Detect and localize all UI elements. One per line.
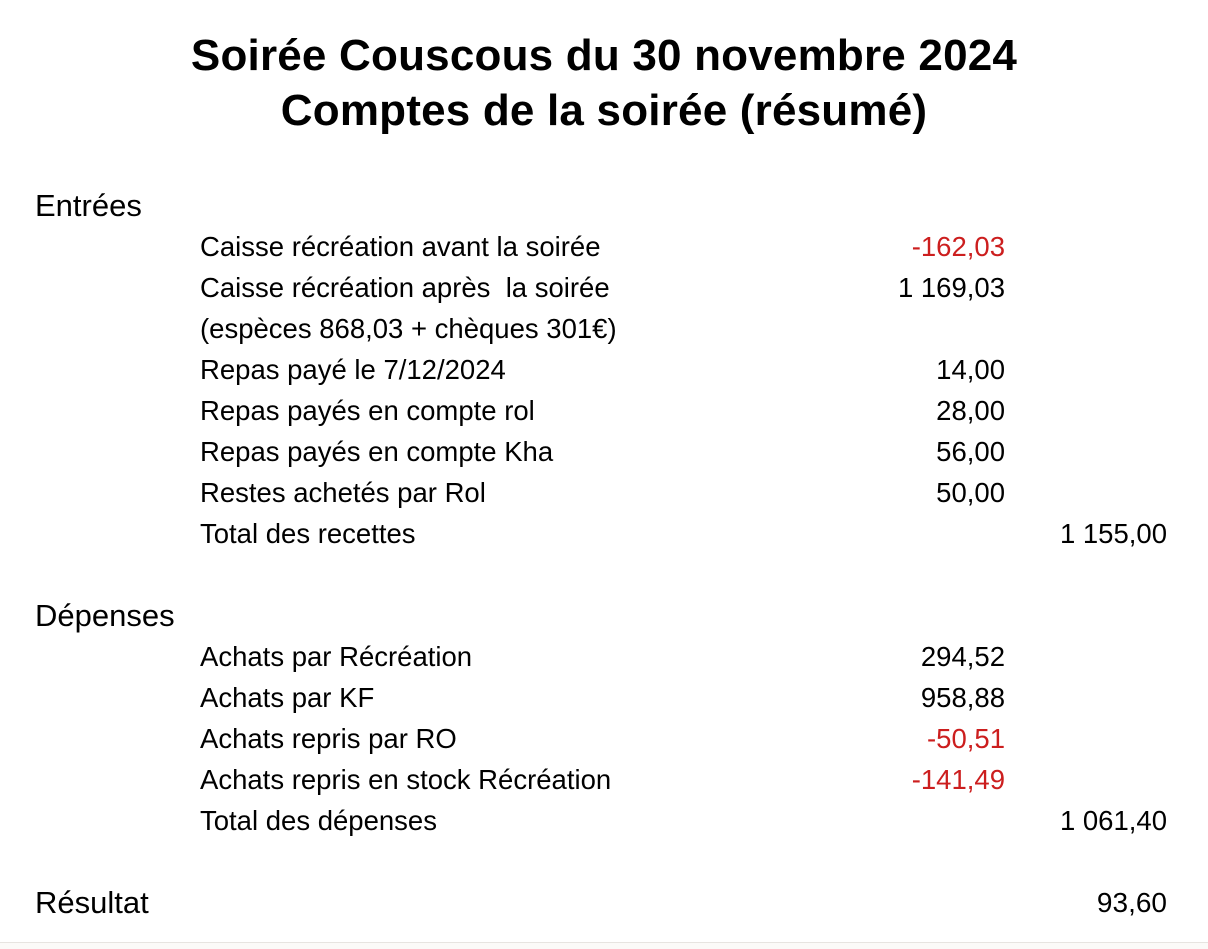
row-label: Achats repris par RO — [200, 723, 457, 754]
row-value: -162,03 — [911, 231, 1005, 262]
row-value: 294,52 — [920, 641, 1005, 672]
table-row: Restes achetés par Rol 50,00 — [0, 472, 1208, 513]
result-label: Résultat — [35, 885, 149, 920]
row-value: 958,88 — [920, 682, 1005, 713]
row-total-value: 1 061,40 — [1059, 805, 1167, 836]
row-label: Achats repris en stock Récréation — [200, 764, 612, 795]
spacer-row — [0, 554, 1208, 595]
row-value: 50,00 — [936, 477, 1005, 508]
table-row: Achats repris par RO -50,51 — [0, 718, 1208, 759]
table-row: Achats par KF 958,88 — [0, 677, 1208, 718]
title-line-2: Comptes de la soirée (résumé) — [280, 86, 928, 135]
row-value: -50,51 — [927, 723, 1005, 754]
row-value: 56,00 — [936, 436, 1005, 467]
table-row: Repas payés en compte Kha 56,00 — [0, 431, 1208, 472]
table-row: Repas payé le 7/12/2024 14,00 — [0, 349, 1208, 390]
result-value: 93,60 — [1096, 887, 1167, 918]
row-label: Repas payés en compte rol — [200, 395, 535, 426]
row-label: Caisse récréation après la soirée — [200, 272, 610, 303]
table-row: Repas payés en compte rol 28,00 — [0, 390, 1208, 431]
section-title: Entrées — [35, 188, 142, 223]
row-value: 28,00 — [936, 395, 1005, 426]
table-row: Caisse récréation avant la soirée -162,0… — [0, 226, 1208, 267]
row-label: Restes achetés par Rol — [200, 477, 486, 508]
row-value: 1 169,03 — [897, 272, 1005, 303]
section-header-entrees: Entrées — [0, 185, 1208, 226]
table-row: (espèces 868,03 + chèques 301€) — [0, 308, 1208, 349]
section-title: Dépenses — [35, 598, 175, 633]
table-row-total-depenses: Total des dépenses 1 061,40 — [0, 800, 1208, 841]
table-row-total-recettes: Total des recettes 1 155,00 — [0, 513, 1208, 554]
table-row: Achats repris en stock Récréation -141,4… — [0, 759, 1208, 800]
row-label: Total des dépenses — [200, 805, 437, 836]
title-line-1: Soirée Couscous du 30 novembre 2024 — [190, 31, 1018, 80]
accounts-rows: Entrées Caisse récréation avant la soiré… — [0, 185, 1208, 923]
document-title: Soirée Couscous du 30 novembre 2024 Comp… — [0, 0, 1208, 138]
row-total-value: 1 155,00 — [1059, 518, 1167, 549]
row-value: 14,00 — [936, 354, 1005, 385]
section-header-depenses: Dépenses — [0, 595, 1208, 636]
result-row: Résultat 93,60 — [0, 882, 1208, 923]
page-bottom-edge — [0, 942, 1208, 949]
row-label: Total des recettes — [200, 518, 416, 549]
row-label: (espèces 868,03 + chèques 301€) — [200, 313, 617, 344]
row-label: Caisse récréation avant la soirée — [200, 231, 601, 262]
spacer-row — [0, 841, 1208, 882]
row-label: Repas payés en compte Kha — [200, 436, 554, 467]
row-value: -141,49 — [911, 764, 1005, 795]
row-label: Repas payé le 7/12/2024 — [200, 354, 506, 385]
table-row: Achats par Récréation 294,52 — [0, 636, 1208, 677]
row-label: Achats par KF — [200, 682, 375, 713]
table-row: Caisse récréation après la soirée 1 169,… — [0, 267, 1208, 308]
row-label: Achats par Récréation — [200, 641, 473, 672]
